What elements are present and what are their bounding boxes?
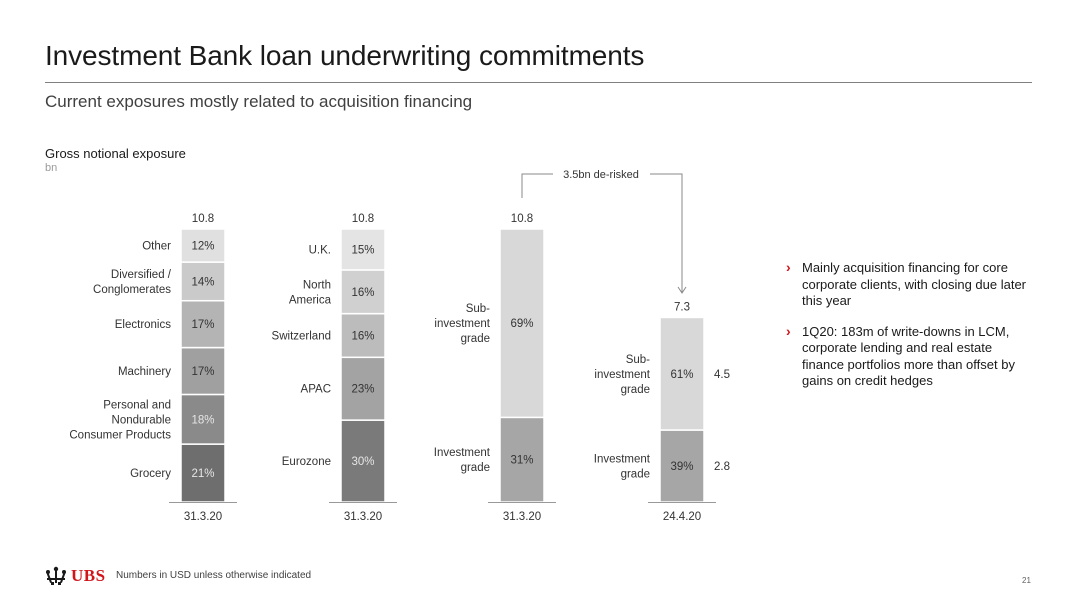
bar-total-label: 10.8 bbox=[511, 213, 533, 225]
bar-segment bbox=[180, 261, 226, 302]
bar-total-label: 10.8 bbox=[192, 213, 214, 225]
bar-segment bbox=[340, 419, 386, 503]
segment-category-label: Personal and Nondurable Consumer Products bbox=[69, 399, 171, 441]
segment-share-label: 17% bbox=[191, 319, 214, 331]
bar-segment bbox=[659, 429, 705, 503]
bullet-item: › 1Q20: 183m of write-downs in LCM, corp… bbox=[786, 322, 1026, 390]
x-category-label: 24.4.20 bbox=[663, 511, 701, 523]
segment-category-label: Grocery bbox=[130, 468, 171, 480]
ubs-wordmark: UBS bbox=[71, 566, 106, 585]
bar-segment bbox=[180, 393, 226, 445]
segment-category-label: North America bbox=[289, 279, 332, 306]
segment-share-label: 23% bbox=[351, 384, 374, 396]
segment-share-label: 39% bbox=[670, 461, 693, 473]
derisk-bracket-right bbox=[650, 173, 683, 292]
page-subtitle: Current exposures mostly related to acqu… bbox=[45, 92, 473, 111]
segment-value-label: 4.5 bbox=[714, 369, 730, 381]
segment-share-label: 30% bbox=[351, 456, 374, 468]
derisk-annotation: 3.5bn de-risked bbox=[563, 169, 639, 181]
segment-category-label: Switzerland bbox=[272, 330, 331, 342]
segment-category-label: Sub-investment grade bbox=[434, 303, 490, 345]
bar-segment bbox=[499, 228, 545, 419]
segment-share-label: 61% bbox=[670, 369, 693, 381]
ubs-keys-icon bbox=[46, 566, 66, 585]
segment-share-label: 16% bbox=[351, 287, 374, 299]
bar-segment bbox=[340, 356, 386, 421]
segment-share-label: 18% bbox=[191, 414, 214, 426]
bullet-text: Mainly acquisition financing for core co… bbox=[802, 260, 1027, 308]
segment-category-label: Investment grade bbox=[434, 447, 491, 474]
bullet-list: › Mainly acquisition financing for core … bbox=[786, 259, 1027, 404]
segment-share-label: 69% bbox=[510, 318, 533, 330]
segment-category-label: Other bbox=[142, 241, 171, 253]
x-category-label: 31.3.20 bbox=[344, 511, 382, 523]
segment-category-label: U.K. bbox=[309, 244, 331, 256]
segment-category-label: Sub-investment grade bbox=[594, 354, 650, 396]
chart-title: Gross notional exposure bbox=[45, 146, 186, 161]
chevron-right-icon: › bbox=[786, 259, 791, 275]
bar-segment bbox=[659, 316, 705, 431]
segment-share-label: 16% bbox=[351, 330, 374, 342]
segment-share-label: 31% bbox=[510, 455, 533, 467]
segment-share-label: 15% bbox=[351, 244, 374, 256]
arrow-down-icon bbox=[677, 286, 687, 294]
segment-share-label: 14% bbox=[191, 276, 214, 288]
page-title: Investment Bank loan underwriting commit… bbox=[45, 40, 645, 71]
segment-category-label: Investment grade bbox=[594, 454, 651, 481]
segment-category-label: APAC bbox=[301, 384, 331, 396]
title-divider bbox=[45, 82, 1032, 83]
segment-share-label: 21% bbox=[191, 468, 214, 480]
chart-unit: bn bbox=[45, 162, 58, 174]
segment-share-label: 12% bbox=[191, 241, 214, 253]
bullet-text: 1Q20: 183m of write-downs in LCM, corpor… bbox=[802, 323, 1015, 389]
bar-segment bbox=[340, 312, 386, 359]
bar-segment bbox=[180, 228, 226, 263]
segment-category-label: Electronics bbox=[115, 319, 171, 331]
ubs-logo: UBS bbox=[45, 566, 106, 586]
footer-note: Numbers in USD unless otherwise indicate… bbox=[116, 570, 312, 581]
segment-value-label: 2.8 bbox=[714, 461, 730, 473]
x-category-label: 31.3.20 bbox=[184, 511, 222, 523]
segment-share-label: 17% bbox=[191, 366, 214, 378]
segment-category-label: Diversified / Conglomerates bbox=[93, 269, 172, 296]
bar-segment bbox=[340, 228, 386, 271]
x-category-label: 31.3.20 bbox=[503, 511, 541, 523]
page-number: 21 bbox=[1022, 576, 1031, 585]
chevron-right-icon: › bbox=[786, 322, 791, 339]
bar-segment bbox=[180, 299, 226, 349]
segment-category-label: Eurozone bbox=[282, 456, 331, 468]
bar-total-label: 7.3 bbox=[674, 301, 690, 313]
bullet-item: › Mainly acquisition financing for core … bbox=[786, 259, 1027, 310]
bar-segment bbox=[180, 346, 226, 396]
segment-category-label: Machinery bbox=[118, 366, 171, 378]
bar-total-label: 10.8 bbox=[352, 213, 374, 225]
derisk-bracket-left bbox=[521, 173, 553, 198]
